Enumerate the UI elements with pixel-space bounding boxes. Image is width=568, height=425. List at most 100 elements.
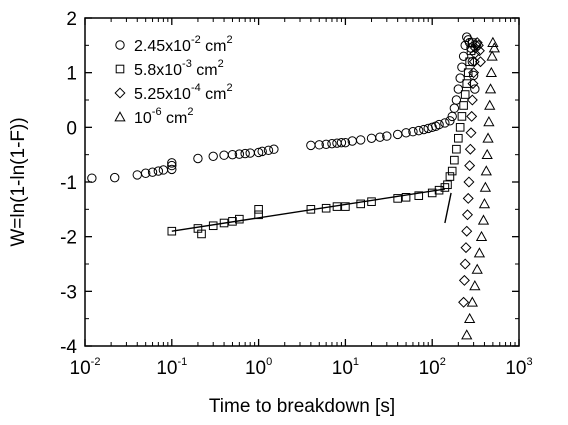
fit-line xyxy=(444,192,452,224)
legend-unit-exponent: 2 xyxy=(227,34,233,46)
circle-data-point xyxy=(451,95,462,105)
circle-data-point xyxy=(470,84,480,94)
square-data-point xyxy=(341,202,350,211)
legend-unit: cm xyxy=(162,110,188,127)
square-data-point xyxy=(367,197,376,206)
circle-data-point xyxy=(132,170,142,180)
square-data-point xyxy=(457,112,467,121)
square-data-point xyxy=(445,172,455,181)
diamond-data-point xyxy=(471,37,483,49)
circle-data-point xyxy=(458,51,469,61)
diamond-data-point xyxy=(461,225,473,237)
circle-data-point xyxy=(147,167,158,177)
circle-data-point xyxy=(240,148,250,159)
x-tick-label: 103 xyxy=(505,356,532,379)
circle-data-point xyxy=(440,118,450,128)
legend-marker-square xyxy=(115,64,125,74)
circle-data-point xyxy=(355,135,366,145)
triangle-data-point xyxy=(466,296,478,307)
diamond-data-point xyxy=(469,48,481,60)
y-tick-label: -4 xyxy=(60,337,77,358)
y-tick-label: -1 xyxy=(60,173,77,194)
circle-data-point xyxy=(375,132,385,142)
square-data-point xyxy=(455,123,465,132)
x-tick-label: 101 xyxy=(332,356,359,379)
legend-exponent: -3 xyxy=(182,58,192,70)
diamond-data-point xyxy=(474,56,486,68)
square-data-point xyxy=(254,205,263,214)
circle-data-point xyxy=(167,160,177,171)
triangle-data-point xyxy=(478,198,491,209)
square-data-point xyxy=(452,144,461,154)
legend-entry-label: 5.25x10-4 cm2 xyxy=(134,82,233,103)
x-tick-label: 10-2 xyxy=(70,356,101,379)
square-data-point xyxy=(332,202,342,211)
circle-data-point xyxy=(382,131,392,141)
diamond-data-point xyxy=(465,127,477,139)
circle-data-point xyxy=(468,70,479,81)
x-tick-base: 10 xyxy=(419,358,440,379)
diamond-data-point xyxy=(466,110,478,122)
triangle-data-point xyxy=(480,165,492,176)
data-points xyxy=(87,32,500,340)
triangle-data-point xyxy=(485,66,497,78)
circle-data-point xyxy=(227,149,238,160)
y-tick-label: -2 xyxy=(60,228,77,249)
x-tick-exponent: 2 xyxy=(440,356,446,368)
x-tick-exponent: 0 xyxy=(266,356,272,368)
square-data-point xyxy=(459,101,468,110)
square-data-point xyxy=(306,205,316,214)
circle-data-point xyxy=(336,137,347,148)
diamond-data-point xyxy=(460,242,472,254)
fit-lines xyxy=(171,188,452,232)
diamond-data-point xyxy=(466,94,478,106)
diamond-data-point xyxy=(472,39,484,51)
legend-unit-exponent: 2 xyxy=(187,106,193,118)
circle-data-point xyxy=(419,124,429,135)
circle-data-point xyxy=(314,140,324,150)
circle-data-point xyxy=(414,125,424,136)
circle-data-point xyxy=(140,168,151,178)
legend-entry-label: 5.8x10-3 cm2 xyxy=(134,58,224,79)
legend-unit-exponent: 2 xyxy=(218,58,224,70)
circle-data-point xyxy=(158,165,169,175)
circle-data-point xyxy=(219,150,229,160)
legend-entry-label: 2.45x10-2 cm2 xyxy=(134,34,233,55)
circle-data-point xyxy=(449,103,460,113)
x-tick-exponent: -2 xyxy=(91,356,101,368)
triangle-data-point xyxy=(471,263,483,274)
square-data-point xyxy=(228,217,237,226)
diamond-data-point xyxy=(458,296,470,308)
diamond-data-point xyxy=(467,78,479,90)
circle-data-point xyxy=(462,32,472,42)
diamond-data-point xyxy=(459,258,471,270)
circle-data-point xyxy=(434,119,444,130)
square-data-point xyxy=(450,155,459,165)
x-tick-label: 102 xyxy=(419,356,446,379)
triangle-data-point xyxy=(486,50,498,61)
square-data-point xyxy=(463,68,473,77)
circle-data-point xyxy=(234,149,245,159)
triangle-data-point xyxy=(473,247,486,258)
x-tick-base: 10 xyxy=(156,358,177,379)
triangle-data-point xyxy=(483,116,495,127)
legend-unit-exponent: 2 xyxy=(227,82,233,94)
triangle-data-point xyxy=(481,148,493,160)
x-tick-base: 10 xyxy=(332,358,353,379)
legend-mantissa: 10 xyxy=(134,110,152,127)
y-tick-label: 0 xyxy=(66,118,77,139)
square-data-point xyxy=(197,229,206,239)
triangle-data-point xyxy=(484,99,496,110)
diamond-data-point xyxy=(463,176,475,188)
x-tick-exponent: 3 xyxy=(527,356,533,368)
square-data-point xyxy=(401,193,411,202)
square-data-point xyxy=(414,191,424,200)
diamond-data-point xyxy=(464,143,476,155)
circle-data-point xyxy=(327,139,337,149)
legend-marker-diamond xyxy=(114,87,126,99)
legend-mantissa: 2.45x10 xyxy=(134,38,191,55)
diamond-data-point xyxy=(464,160,476,172)
circle-data-point xyxy=(457,62,467,72)
legend-entry-label: 10-6 cm2 xyxy=(134,106,193,127)
square-data-point xyxy=(465,57,474,67)
